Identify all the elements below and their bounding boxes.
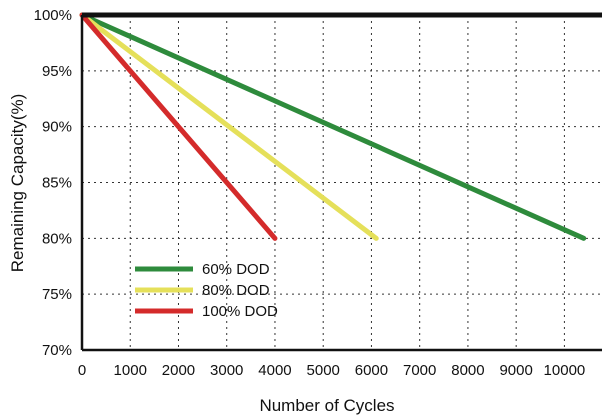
y-axis-title: Remaining Capacity(%) [8, 94, 27, 273]
legend: 60% DOD 80% DOD 100% DOD [135, 261, 278, 320]
x-tick-label: 5000 [307, 362, 340, 379]
x-tick-label: 7000 [403, 362, 436, 379]
tick-labels: 0 1000 2000 3000 4000 5000 6000 7000 8000 9000 100… [34, 7, 586, 379]
grid-layer [82, 15, 602, 350]
legend-label: 60% DOD [202, 261, 270, 278]
x-tick-label: 4000 [258, 362, 291, 379]
x-tick-label: 8000 [451, 362, 484, 379]
y-tick-label: 75% [42, 286, 72, 303]
x-tick-label: 3000 [210, 362, 243, 379]
series-line-100-dod [82, 15, 275, 238]
x-axis-title: Number of Cycles [259, 396, 394, 415]
y-tick-label: 85% [42, 175, 72, 192]
legend-label: 80% DOD [202, 282, 270, 299]
x-tick-label: 1000 [114, 362, 147, 379]
x-tick-label: 6000 [355, 362, 388, 379]
x-tick-label: 10000 [544, 362, 586, 379]
y-tick-label: 100% [34, 7, 72, 24]
y-tick-label: 95% [42, 63, 72, 80]
y-tick-label: 90% [42, 119, 72, 136]
x-tick-label: 0 [78, 362, 86, 379]
x-tick-label: 2000 [162, 362, 195, 379]
y-tick-label: 70% [42, 342, 72, 359]
x-tick-label: 9000 [499, 362, 532, 379]
legend-label: 100% DOD [202, 303, 278, 320]
y-tick-label: 80% [42, 230, 72, 247]
